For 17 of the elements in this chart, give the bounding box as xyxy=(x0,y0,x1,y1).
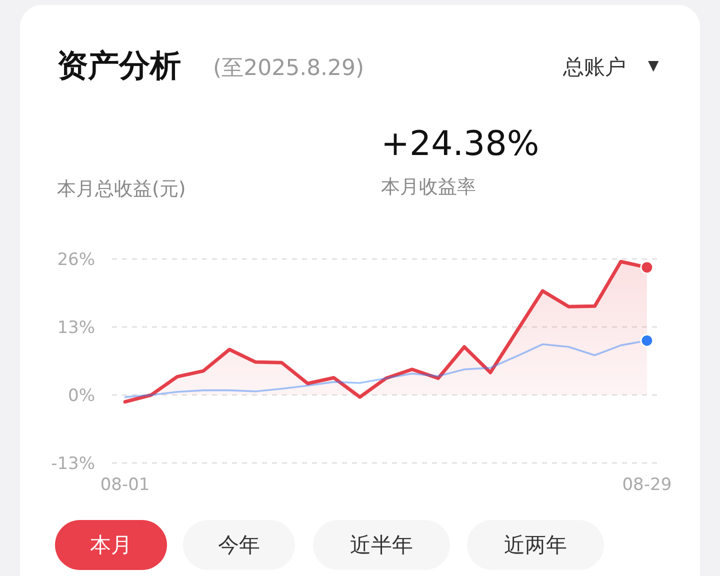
text: 本月收益率 xyxy=(381,175,476,200)
text: ▼ xyxy=(648,58,659,74)
y-tick-label: 0% xyxy=(68,386,95,406)
text: 今年 xyxy=(183,520,295,570)
y-tick-label: 26% xyxy=(57,250,95,270)
x-tick-label: 08-29 xyxy=(622,475,672,495)
text: 本月 xyxy=(55,520,167,570)
y-tick-label: -13% xyxy=(51,454,95,474)
x-tick-label: 08-01 xyxy=(100,475,150,495)
text: +24.38% xyxy=(381,124,540,164)
text: 本月总收益(元) xyxy=(57,177,186,202)
chart-subtitle: (至2025.8.29) xyxy=(213,55,364,83)
y-tick-label: 13% xyxy=(57,318,95,338)
text: 总账户 xyxy=(563,54,626,81)
text: 近半年 xyxy=(313,520,450,570)
chart-title: 资产分析 xyxy=(57,47,181,86)
text: 近两年 xyxy=(467,520,604,570)
